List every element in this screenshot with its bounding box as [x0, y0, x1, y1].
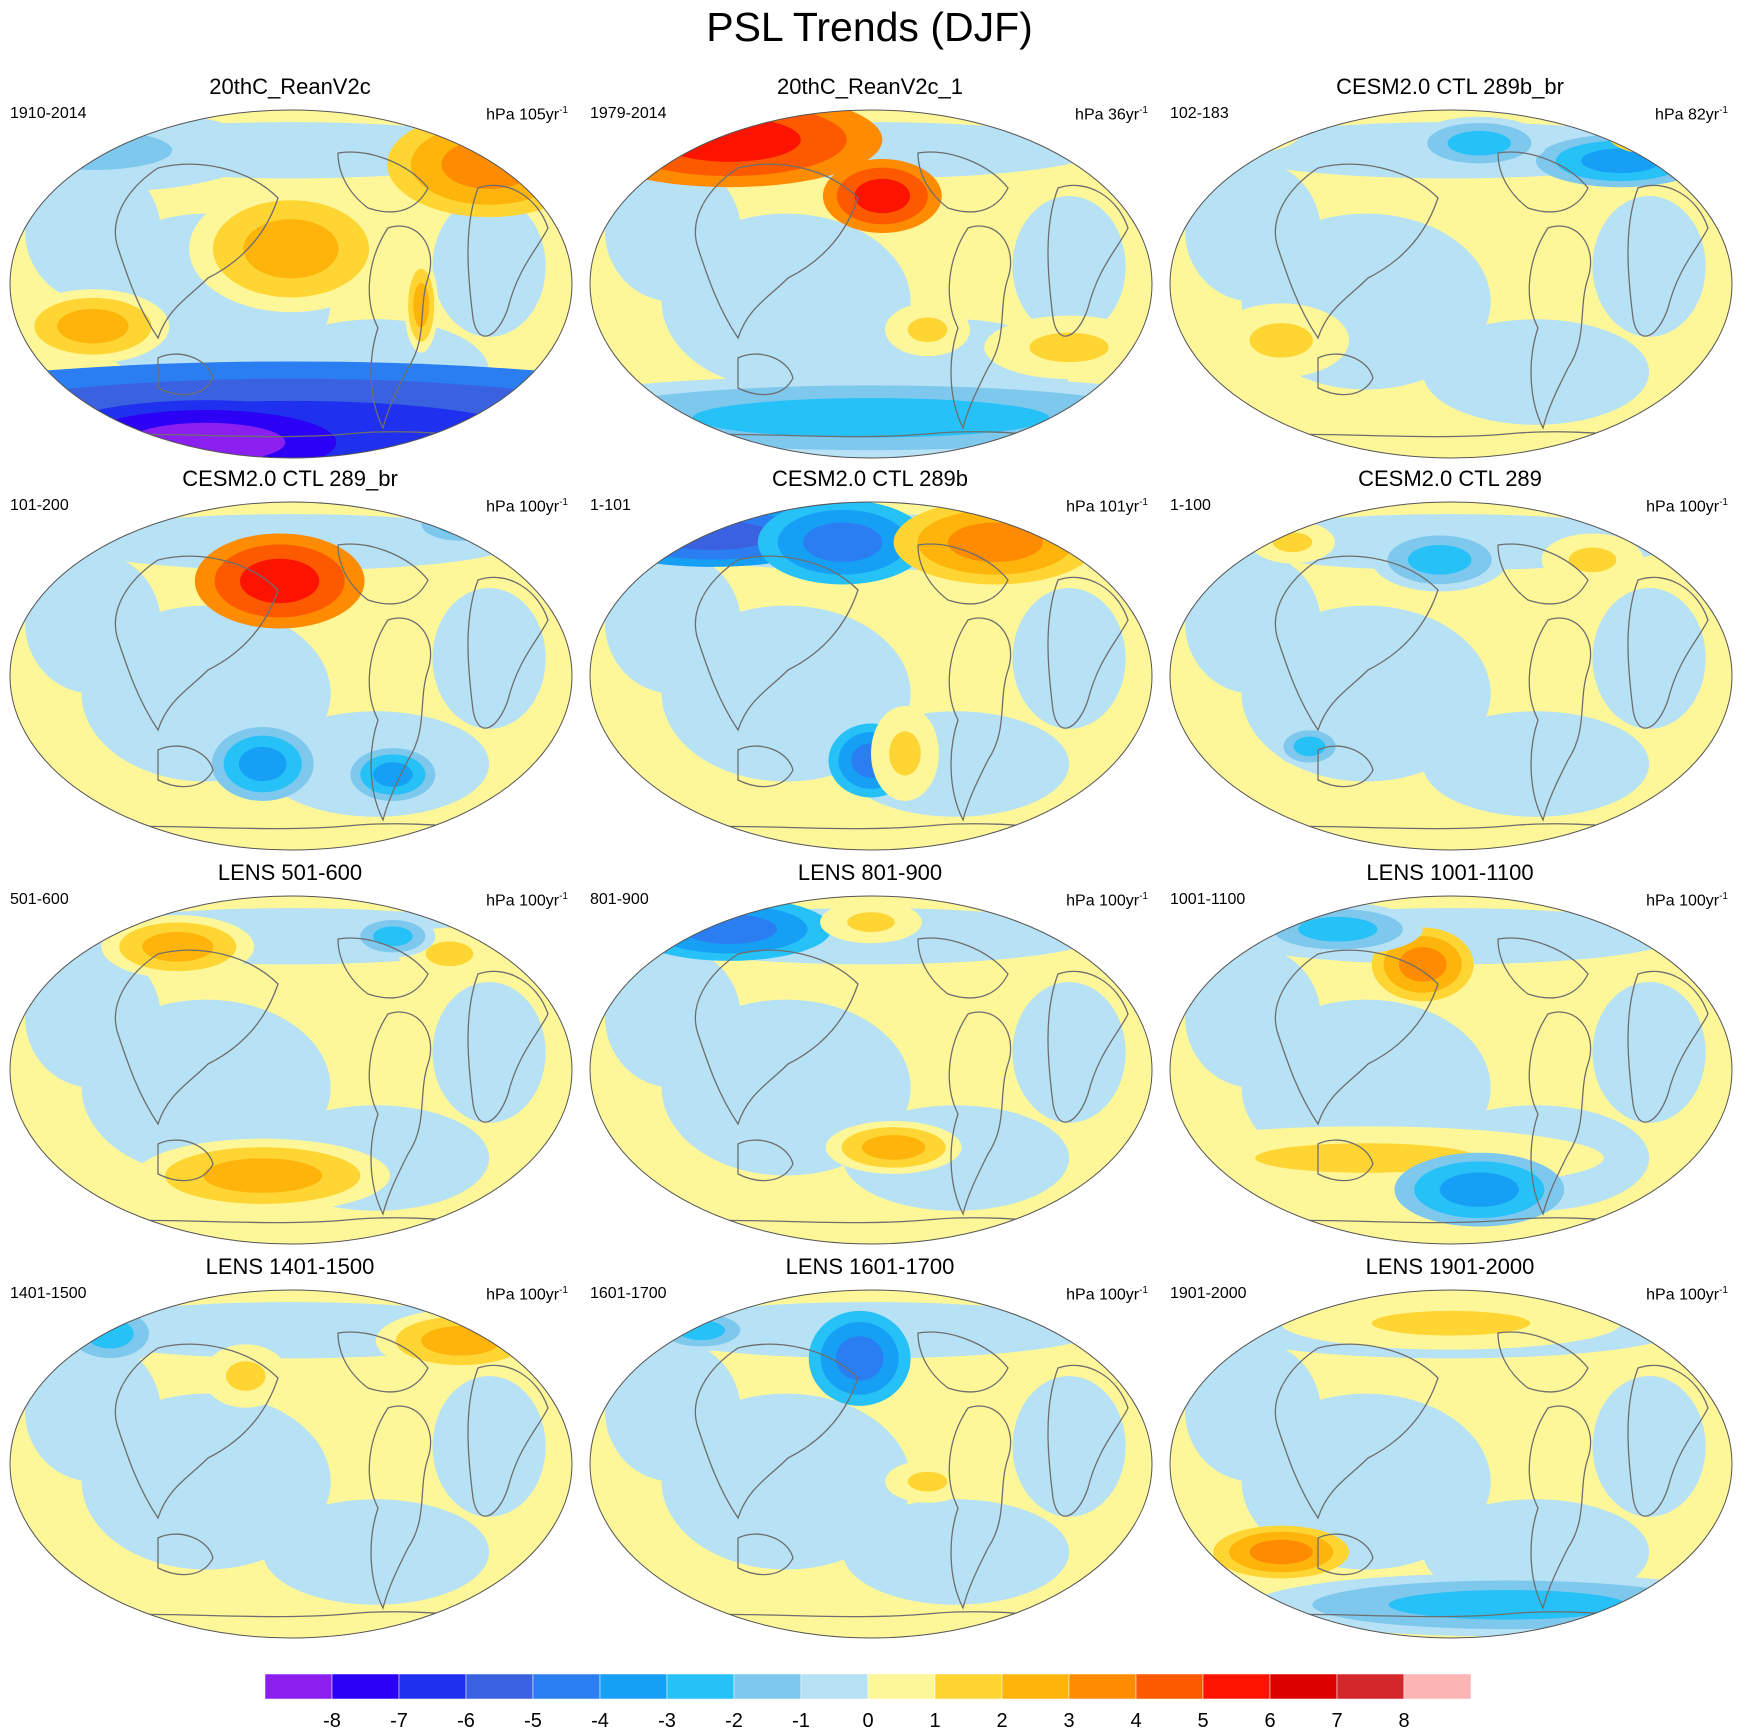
map-panel: LENS 1001-1100 1001-1100 hPa 100yr-1 — [1160, 860, 1739, 1255]
panel-period: 1001-1100 — [1170, 891, 1246, 908]
colorbar-tick-label: -8 — [323, 1710, 341, 1732]
colorbar-tick-label: 1 — [929, 1710, 940, 1732]
robinson-map — [1169, 109, 1733, 459]
panel-units: hPa 100yr-1 — [1646, 891, 1728, 910]
panel-title: LENS 1001-1100 — [1366, 860, 1534, 885]
panel-title: CESM2.0 CTL 289b — [771, 466, 969, 491]
robinson-map — [589, 109, 1153, 459]
panel-title: LENS 1401-1500 — [205, 1254, 375, 1279]
robinson-map — [589, 501, 1153, 851]
colorbar-tick-label: -7 — [390, 1710, 408, 1732]
colorbar-tick-label: 6 — [1264, 1710, 1275, 1732]
panel-units: hPa 100yr-1 — [1066, 1285, 1148, 1304]
robinson-map — [1169, 1289, 1733, 1639]
colorbar-tick-label: 4 — [1130, 1710, 1141, 1732]
panel-period: 1979-2014 — [590, 105, 667, 122]
colorbar-swatch — [666, 1673, 735, 1700]
panel-title: 20thC_ReanV2c_1 — [777, 74, 963, 99]
map-panel: CESM2.0 CTL 289 1-100 hPa 100yr-1 — [1160, 466, 1739, 861]
colorbar-swatch — [1068, 1673, 1137, 1700]
robinson-map — [9, 895, 573, 1245]
panel-period: 1-100 — [1170, 497, 1211, 514]
panel-period: 1401-1500 — [10, 1285, 87, 1302]
colorbar-tick-label: 2 — [996, 1710, 1007, 1732]
panel-title: LENS 501-600 — [217, 860, 363, 885]
colorbar-swatch — [934, 1673, 1003, 1700]
map-panel: 20thC_ReanV2c_1 1979-2014 hPa 36yr-1 — [580, 74, 1160, 469]
colorbar-tick-label: -1 — [792, 1710, 810, 1732]
map-panel: LENS 1401-1500 1401-1500 hPa 100yr-1 — [0, 1254, 580, 1649]
panel-units: hPa 100yr-1 — [1066, 891, 1148, 910]
colorbar-swatch — [800, 1673, 869, 1700]
panel-units: hPa 101yr-1 — [1066, 497, 1148, 516]
panel-period: 1-101 — [590, 497, 631, 514]
panel-units: hPa 105yr-1 — [486, 105, 568, 124]
map-panel: 20thC_ReanV2c 1910-2014 hPa 105yr-1 — [0, 74, 580, 469]
colorbar-swatch — [532, 1673, 601, 1700]
colorbar-swatch — [331, 1673, 400, 1700]
panel-units: hPa 82yr-1 — [1655, 105, 1728, 124]
panel-title: 20thC_ReanV2c — [209, 74, 371, 99]
colorbar-swatch — [867, 1673, 936, 1700]
map-panel: LENS 1601-1700 1601-1700 hPa 100yr-1 — [580, 1254, 1160, 1649]
colorbar-tick-label: -2 — [725, 1710, 743, 1732]
panel-title: LENS 1601-1700 — [785, 1254, 955, 1279]
panel-title: CESM2.0 CTL 289b_br — [1336, 74, 1564, 99]
colorbar-swatch — [1269, 1673, 1338, 1700]
panel-period: 1901-2000 — [1170, 1285, 1247, 1302]
robinson-map — [589, 895, 1153, 1245]
robinson-map — [9, 109, 573, 459]
map-panel: CESM2.0 CTL 289b_br 102-183 hPa 82yr-1 — [1160, 74, 1739, 469]
figure-title: PSL Trends (DJF) — [706, 4, 1033, 50]
panel-title: CESM2.0 CTL 289_br — [182, 466, 398, 491]
panel-units: hPa 36yr-1 — [1075, 105, 1148, 124]
panel-title: CESM2.0 CTL 289 — [1358, 466, 1542, 491]
panel-period: 801-900 — [590, 891, 649, 908]
panel-period: 1910-2014 — [10, 105, 87, 122]
colorbar-swatch — [465, 1673, 534, 1700]
robinson-map — [589, 1289, 1153, 1639]
colorbar-tick-label: 0 — [862, 1710, 873, 1732]
colorbar-tick-label: -4 — [591, 1710, 609, 1732]
panel-units: hPa 100yr-1 — [486, 1285, 568, 1304]
colorbar-swatch — [733, 1673, 802, 1700]
colorbar-swatch — [599, 1673, 668, 1700]
colorbar-tick-label: -3 — [658, 1710, 676, 1732]
map-panel: CESM2.0 CTL 289b 1-101 hPa 101yr-1 — [580, 466, 1160, 861]
panel-title: LENS 801-900 — [797, 860, 943, 885]
robinson-map — [1169, 501, 1733, 851]
map-panel: CESM2.0 CTL 289_br 101-200 hPa 100yr-1 — [0, 466, 580, 861]
robinson-map — [1169, 895, 1733, 1245]
map-panel: LENS 801-900 801-900 hPa 100yr-1 — [580, 860, 1160, 1255]
colorbar-swatch — [264, 1673, 333, 1700]
panel-units: hPa 100yr-1 — [1646, 1285, 1728, 1304]
map-panel: LENS 1901-2000 1901-2000 hPa 100yr-1 — [1160, 1254, 1739, 1649]
panel-period: 101-200 — [10, 497, 69, 514]
panel-units: hPa 100yr-1 — [486, 497, 568, 516]
panel-period: 102-183 — [1170, 105, 1229, 122]
panel-title: LENS 1901-2000 — [1365, 1254, 1535, 1279]
colorbar-tick-label: 5 — [1197, 1710, 1208, 1732]
colorbar-tick-label: 8 — [1398, 1710, 1409, 1732]
colorbar-swatch — [1001, 1673, 1070, 1700]
map-panel: LENS 501-600 501-600 hPa 100yr-1 — [0, 860, 580, 1255]
panel-units: hPa 100yr-1 — [486, 891, 568, 910]
panel-period: 501-600 — [10, 891, 69, 908]
panel-units: hPa 100yr-1 — [1646, 497, 1728, 516]
colorbar-tick-label: -5 — [524, 1710, 542, 1732]
colorbar-tick-label: -6 — [457, 1710, 475, 1732]
colorbar-swatch — [1202, 1673, 1271, 1700]
robinson-map — [9, 1289, 573, 1639]
colorbar-tick-label: 3 — [1063, 1710, 1074, 1732]
robinson-map — [9, 501, 573, 851]
colorbar-swatch — [1135, 1673, 1204, 1700]
colorbar-tick-label: 7 — [1331, 1710, 1342, 1732]
colorbar-swatch — [398, 1673, 467, 1700]
panel-period: 1601-1700 — [590, 1285, 667, 1302]
colorbar-swatch — [1336, 1673, 1405, 1700]
colorbar-swatch — [1403, 1673, 1472, 1700]
